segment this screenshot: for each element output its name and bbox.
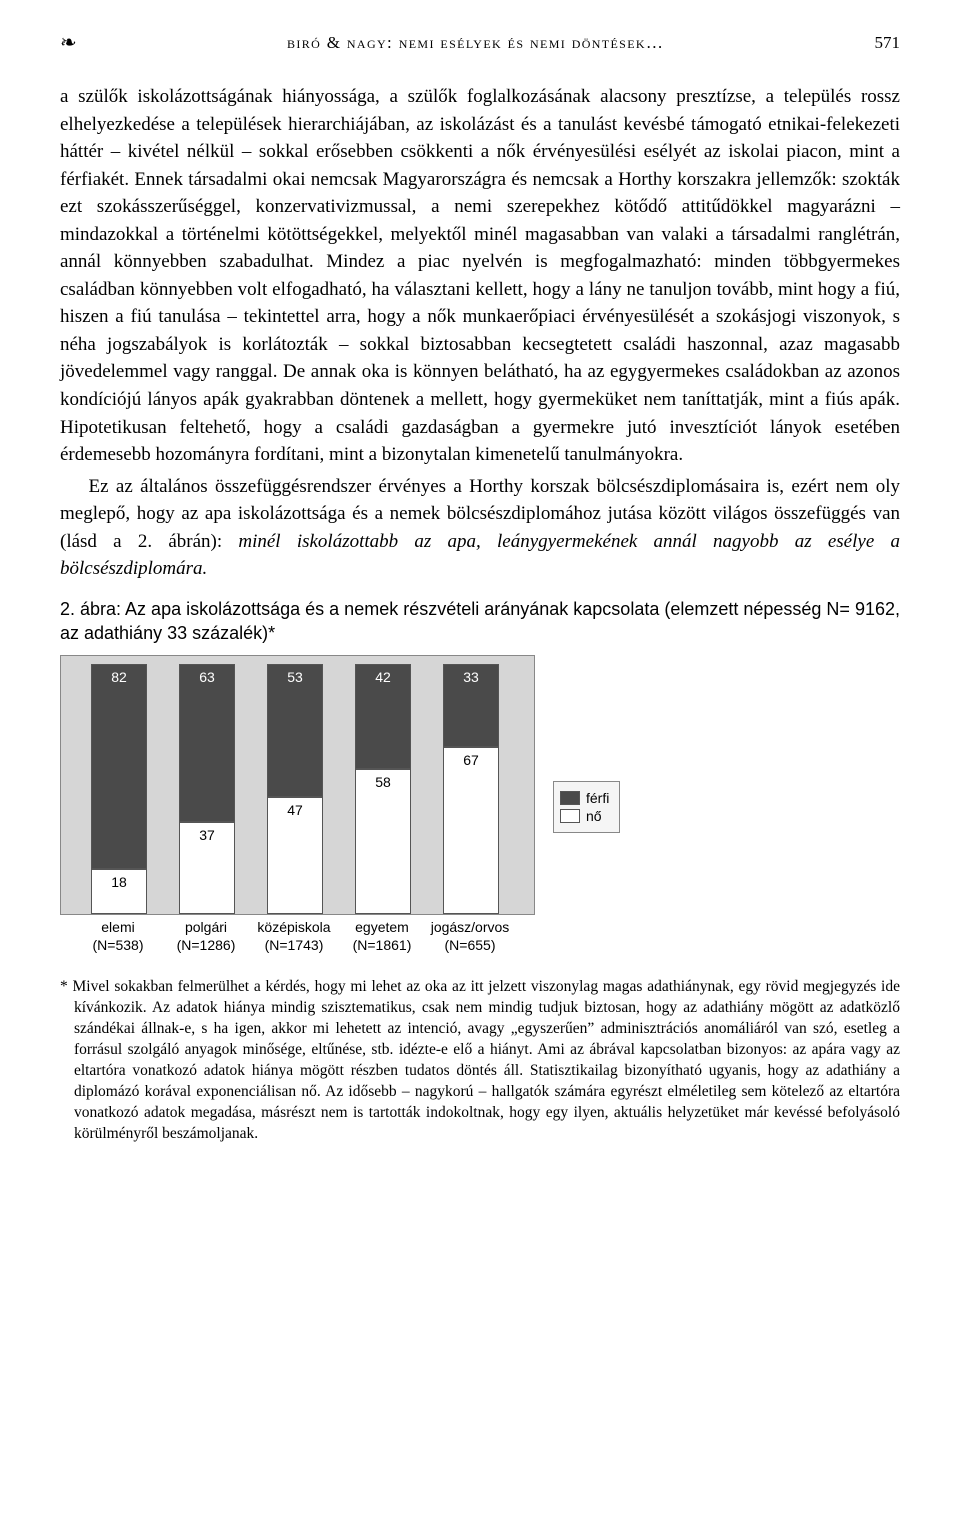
legend-swatch-ferfi [560, 791, 580, 805]
bar-segment-ferfi: 33 [443, 664, 499, 747]
page-number: 571 [875, 33, 901, 53]
bar-segment-no: 18 [91, 869, 147, 914]
chart: 8218 6337 5347 4258 3367 elemi(N=538)polgári… [60, 655, 535, 959]
x-axis-labels: elemi(N=538)polgári(N=1286)középiskola(N… [60, 915, 535, 959]
legend-item-no: nő [560, 808, 609, 824]
x-label: elemi(N=538) [74, 919, 162, 954]
legend-label-ferfi: férfi [586, 790, 609, 806]
footnote: * Mivel sokakban felmerülhet a kérdés, h… [60, 977, 900, 1144]
bar-group: 8218 [91, 664, 147, 914]
bar-group: 4258 [355, 664, 411, 914]
bar-segment-no: 47 [267, 797, 323, 915]
paragraph-2: Ez az általános összefüggésrendszer érvé… [60, 473, 900, 583]
legend: férfi nő [553, 781, 620, 833]
bar-segment-no: 37 [179, 822, 235, 915]
legend-swatch-no [560, 809, 580, 823]
x-label: polgári(N=1286) [162, 919, 250, 954]
bar-segment-ferfi: 42 [355, 664, 411, 769]
chart-container: 8218 6337 5347 4258 3367 elemi(N=538)polgári… [60, 655, 900, 959]
bar-segment-no: 67 [443, 747, 499, 915]
bar-group: 6337 [179, 664, 235, 914]
bar-segment-ferfi: 63 [179, 664, 235, 822]
bar-segment-ferfi: 53 [267, 664, 323, 797]
bar-segment-no: 58 [355, 769, 411, 914]
page: ❧ biró & nagy: nemi esélyek és nemi dönt… [0, 0, 960, 1200]
x-label: egyetem(N=1861) [338, 919, 426, 954]
legend-item-ferfi: férfi [560, 790, 609, 806]
bar-segment-ferfi: 82 [91, 664, 147, 869]
plot-area: 8218 6337 5347 4258 3367 [60, 655, 535, 915]
running-header: ❧ biró & nagy: nemi esélyek és nemi dönt… [60, 30, 900, 55]
ornament-icon: ❧ [60, 30, 77, 55]
bar-group: 5347 [267, 664, 323, 914]
legend-label-no: nő [586, 808, 602, 824]
x-label: jogász/orvos(N=655) [426, 919, 514, 954]
paragraph-1: a szülők iskolázottságának hiányossága, … [60, 83, 900, 469]
figure-caption: 2. ábra: Az apa iskolázottsága és a neme… [60, 597, 900, 646]
x-label: középiskola(N=1743) [250, 919, 338, 954]
bar-group: 3367 [443, 664, 499, 914]
running-head-text: biró & nagy: nemi esélyek és nemi döntés… [77, 33, 875, 53]
